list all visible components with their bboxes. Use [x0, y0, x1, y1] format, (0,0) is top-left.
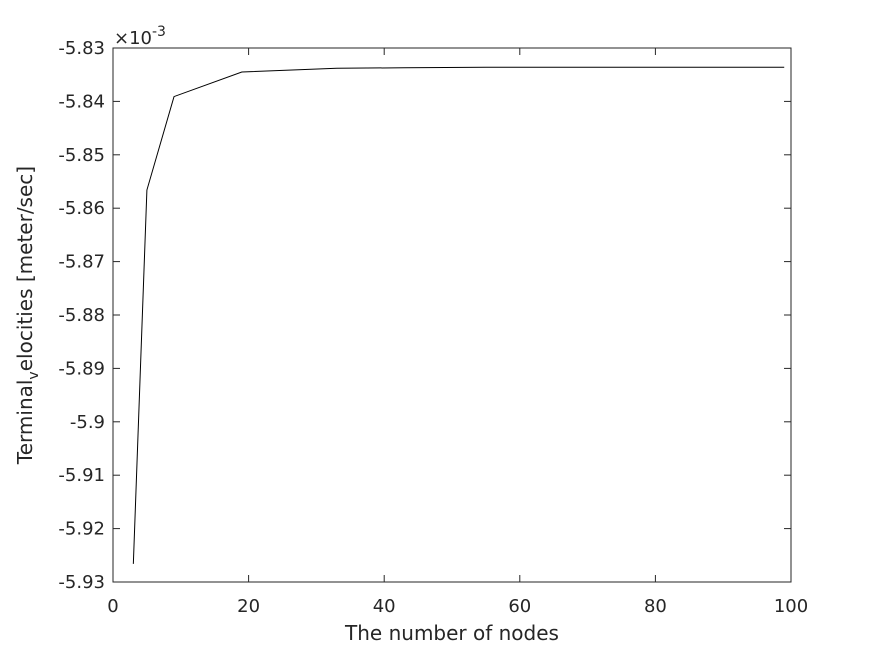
y-tick-label: -5.9: [70, 412, 105, 433]
x-tick-label: 80: [644, 596, 667, 617]
y-exponent-label: ×10-3: [114, 24, 166, 49]
exponent-base: ×10: [114, 28, 152, 49]
y-tick-label: -5.93: [58, 572, 105, 593]
y-axis-label-sub: v: [26, 371, 42, 379]
y-tick-label: -5.92: [58, 519, 105, 540]
y-tick-label: -5.86: [58, 198, 105, 219]
y-axis-label: Terminalvelocities [meter/sec]: [13, 166, 42, 465]
x-tick-label: 20: [237, 596, 260, 617]
y-tick-label: -5.88: [58, 305, 105, 326]
y-tick-label: -5.84: [58, 91, 105, 112]
y-tick-label: -5.83: [58, 38, 105, 59]
y-tick-label: -5.91: [58, 465, 105, 486]
x-tick-label: 40: [373, 596, 396, 617]
x-axis-label: The number of nodes: [344, 621, 559, 645]
x-tick-label: 60: [508, 596, 531, 617]
y-tick-label: -5.87: [58, 252, 105, 273]
x-tick-label: 100: [774, 596, 808, 617]
y-tick-label: -5.85: [58, 145, 105, 166]
axes-box: [112, 47, 792, 583]
series-line: [132, 66, 785, 564]
y-tick-label: -5.89: [58, 358, 105, 379]
y-axis-label-main: Terminal: [13, 380, 37, 466]
exponent-power: -3: [152, 24, 166, 40]
tick-labels: 0 20 40 60 80 100 -5.83 -5.84 -5.85 -5.86 -5.87 -5.…: [58, 38, 808, 617]
y-axis-label-tail: elocities [meter/sec]: [13, 166, 37, 371]
x-tick-label: 0: [107, 596, 118, 617]
plot-area: [113, 48, 791, 582]
